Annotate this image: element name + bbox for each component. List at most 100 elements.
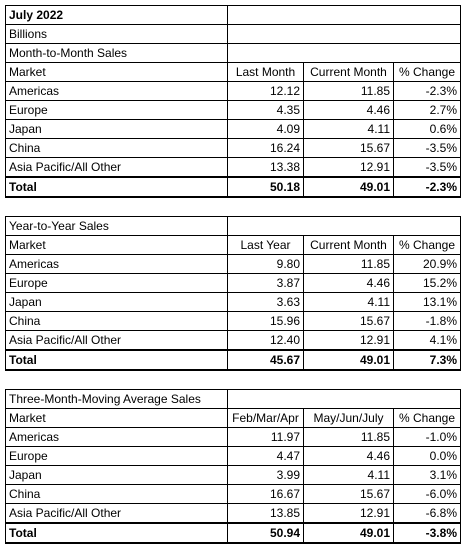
empty-cell <box>5 196 461 217</box>
data-row: Americas 9.80 11.85 20.9% <box>5 254 461 274</box>
data-row: Asia Pacific/All Other 12.40 12.91 4.1% <box>5 330 461 351</box>
total-value: 45.67 <box>227 349 304 371</box>
total-label: Total <box>5 349 228 371</box>
value-cell: 16.24 <box>227 138 304 158</box>
section-title-row: Three-Month-Moving Average Sales <box>5 389 461 409</box>
data-row: Asia Pacific/All Other 13.38 12.91 -3.5% <box>5 157 461 178</box>
total-value: 49.01 <box>303 349 394 371</box>
column-header: Current Month <box>303 62 394 82</box>
value-cell: 2.7% <box>393 100 461 120</box>
value-cell: 15.67 <box>303 484 394 504</box>
section-title: Year-to-Year Sales <box>5 216 228 236</box>
data-row: Japan 4.09 4.11 0.6% <box>5 119 461 139</box>
value-cell: 12.91 <box>303 157 394 178</box>
market-name: China <box>5 138 228 158</box>
value-cell: -2.3% <box>393 81 461 101</box>
value-cell: 13.1% <box>393 292 461 312</box>
empty-cell <box>227 5 461 25</box>
market-name: Europe <box>5 100 228 120</box>
column-header-row: Market Last Month Current Month% Change <box>5 62 461 82</box>
column-header: Feb/Mar/Apr <box>227 408 304 428</box>
section-title: Month-to-Month Sales <box>5 43 228 63</box>
value-cell: 20.9% <box>393 254 461 274</box>
column-header: % Change <box>393 408 461 428</box>
empty-cell <box>227 216 461 236</box>
total-value: 49.01 <box>303 522 394 544</box>
section-title: Three-Month-Moving Average Sales <box>5 389 228 409</box>
total-value: -2.3% <box>393 176 461 198</box>
market-name: Japan <box>5 119 228 139</box>
blank-row <box>5 369 461 390</box>
empty-cell <box>227 389 461 409</box>
data-row: China 16.24 15.67 -3.5% <box>5 138 461 158</box>
section-title-row: Year-to-Year Sales <box>5 216 461 236</box>
data-row: Europe 4.47 4.46 0.0% <box>5 446 461 466</box>
value-cell: -6.8% <box>393 503 461 524</box>
value-cell: 4.35 <box>227 100 304 120</box>
data-row: China 16.67 15.67 -6.0% <box>5 484 461 504</box>
total-row: Total 50.94 49.01 -3.8% <box>5 522 461 544</box>
sales-table: July 2022 Billions Month-to-Month Sales Mar… <box>5 5 461 544</box>
total-label: Total <box>5 176 228 198</box>
empty-cell <box>227 24 461 44</box>
blank-row <box>5 196 461 217</box>
market-name: Americas <box>5 254 228 274</box>
value-cell: 3.63 <box>227 292 304 312</box>
data-row: Japan 3.99 4.11 3.1% <box>5 465 461 485</box>
empty-cell <box>227 43 461 63</box>
value-cell: 9.80 <box>227 254 304 274</box>
value-cell: 15.2% <box>393 273 461 293</box>
total-row: Total 50.18 49.01 -2.3% <box>5 176 461 198</box>
total-value: 50.18 <box>227 176 304 198</box>
total-value: 49.01 <box>303 176 394 198</box>
value-cell: 4.47 <box>227 446 304 466</box>
market-name: Americas <box>5 427 228 447</box>
market-name: Japan <box>5 292 228 312</box>
value-cell: 4.46 <box>303 446 394 466</box>
value-cell: 11.85 <box>303 427 394 447</box>
value-cell: 0.6% <box>393 119 461 139</box>
column-header: Market <box>5 62 228 82</box>
value-cell: 4.09 <box>227 119 304 139</box>
value-cell: -3.5% <box>393 157 461 178</box>
value-cell: 15.96 <box>227 311 304 331</box>
data-row: Japan 3.63 4.11 13.1% <box>5 292 461 312</box>
value-cell: 3.1% <box>393 465 461 485</box>
total-value: -3.8% <box>393 522 461 544</box>
column-header: % Change <box>393 235 461 255</box>
value-cell: 11.97 <box>227 427 304 447</box>
unit-label: Billions <box>5 24 228 44</box>
value-cell: 4.46 <box>303 100 394 120</box>
market-name: China <box>5 484 228 504</box>
value-cell: -3.5% <box>393 138 461 158</box>
value-cell: 4.11 <box>303 465 394 485</box>
column-header: Current Month <box>303 235 394 255</box>
value-cell: 4.46 <box>303 273 394 293</box>
total-value: 7.3% <box>393 349 461 371</box>
market-name: Americas <box>5 81 228 101</box>
market-name: Japan <box>5 465 228 485</box>
value-cell: -1.0% <box>393 427 461 447</box>
total-value: 50.94 <box>227 522 304 544</box>
column-header: Market <box>5 235 228 255</box>
column-header: Last Month <box>227 62 304 82</box>
total-label: Total <box>5 522 228 544</box>
empty-cell <box>5 369 461 390</box>
column-header: Market <box>5 408 228 428</box>
section-title-row: Month-to-Month Sales <box>5 43 461 63</box>
data-row: China 15.96 15.67 -1.8% <box>5 311 461 331</box>
value-cell: 15.67 <box>303 311 394 331</box>
value-cell: 12.91 <box>303 330 394 351</box>
value-cell: -1.8% <box>393 311 461 331</box>
value-cell: 12.12 <box>227 81 304 101</box>
data-row: Europe 3.87 4.46 15.2% <box>5 273 461 293</box>
value-cell: 4.11 <box>303 119 394 139</box>
value-cell: 16.67 <box>227 484 304 504</box>
column-header-row: Market Feb/Mar/Apr May/Jun/July% Change <box>5 408 461 428</box>
data-row: Asia Pacific/All Other 13.85 12.91 -6.8% <box>5 503 461 524</box>
value-cell: 3.99 <box>227 465 304 485</box>
value-cell: 11.85 <box>303 254 394 274</box>
value-cell: -6.0% <box>393 484 461 504</box>
data-row: Europe 4.35 4.46 2.7% <box>5 100 461 120</box>
